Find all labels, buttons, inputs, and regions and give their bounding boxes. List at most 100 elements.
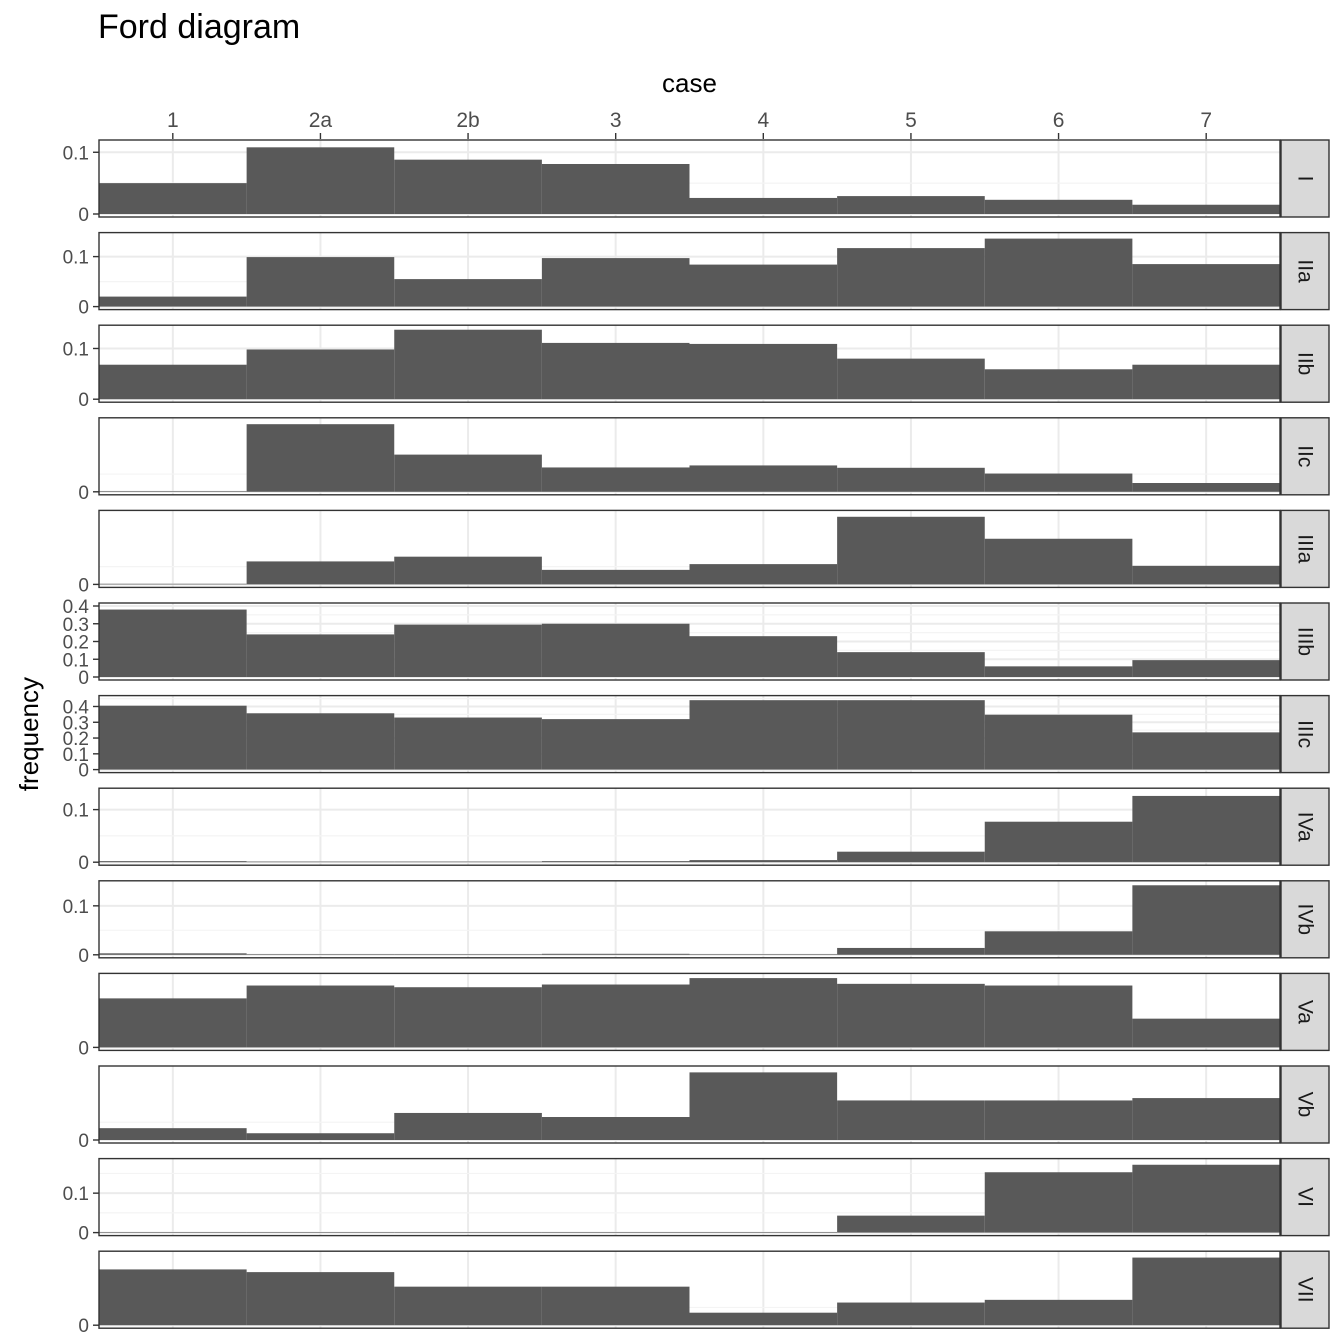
bar-iiib-2b [394,624,542,677]
bar-iva-6 [984,821,1133,863]
bar-vi-4 [689,1232,838,1233]
y-tick-label: 0.1 [63,1184,89,1205]
x-tick-label: 5 [905,109,917,132]
panel-border [98,1250,1281,1329]
facet-panel-iva: 0 0.1 IVa [63,787,1330,874]
facet-panel-vb: 0 Vb [78,1065,1330,1152]
bar-iiib-3 [541,623,690,677]
bar-iia-2a [246,257,395,307]
bar-iiia-2a [246,561,395,585]
bar-iiia-7 [1132,565,1280,585]
bar-iib-4 [689,343,838,400]
bar-iiia-6 [984,538,1133,585]
facet-strip [1280,972,1330,1052]
bar-iiic-1 [99,705,247,770]
facet-strip [1280,1065,1330,1144]
facet-strip-label: IVb [1294,904,1317,936]
bar-ivb-4 [689,954,838,955]
bar-iiib-7 [1132,660,1280,677]
facet-strip-label: VII [1294,1277,1317,1303]
bar-vii-6 [984,1299,1133,1326]
bar-iic-7 [1132,483,1280,492]
bar-i-4 [689,197,838,214]
panel-border [98,1065,1281,1144]
facet-strip [1280,139,1330,218]
facet-strip [1280,417,1330,496]
bar-ivb-5 [837,947,985,955]
chart-title: Ford diagram [98,8,301,46]
y-tick-label: 0.2 [63,729,89,750]
bar-iiib-1 [99,609,247,677]
bar-iic-6 [984,473,1133,492]
y-tick-label: 0.4 [63,597,90,618]
y-tick-label: 0 [78,390,89,411]
bar-vb-5 [837,1100,985,1140]
bar-vi-2a [246,1232,395,1233]
bar-i-2b [394,159,542,214]
bar-iia-7 [1132,264,1280,307]
y-tick-label: 0 [78,761,89,782]
bar-iva-3 [541,861,690,863]
bar-iiib-6 [984,666,1133,677]
facet-strip-label: IIIc [1294,720,1317,748]
facet-panel-vi: 0 0.1 VI [63,1157,1330,1245]
y-tick-label: 0.1 [63,339,89,360]
y-tick-label: 0.3 [63,713,89,734]
facet-strip-label: IIIb [1294,627,1317,656]
facet-strip [1280,1250,1330,1329]
bar-iia-2b [394,279,542,307]
facet-panel-va: 0 Va [78,972,1330,1059]
bar-vb-4 [689,1072,838,1140]
facet-strip [1280,231,1330,311]
bar-vi-7 [1132,1164,1280,1233]
bar-ivb-6 [984,931,1133,955]
y-tick-label: 0.3 [63,615,89,636]
y-tick-label: 0 [78,1316,89,1337]
facet-panel-iic: 0 IIc [78,417,1330,504]
bar-iiic-6 [984,714,1133,770]
bar-iib-7 [1132,364,1280,400]
facet-strip [1280,602,1330,681]
facet-strip [1280,509,1330,589]
bar-iib-1 [99,364,247,400]
bar-iic-2a [246,424,395,492]
y-tick-label: 0.1 [63,143,89,164]
bar-va-2a [246,985,395,1048]
bar-iib-5 [837,358,985,400]
bar-iva-2b [394,861,542,863]
panel-border [98,231,1281,311]
panel-border [98,417,1281,496]
bar-iiia-2b [394,556,542,585]
x-axis-title: case [662,68,717,98]
bar-vii-2b [394,1286,542,1326]
bar-iic-5 [837,467,985,492]
facet-panel-iia: 0 0.1 IIa [63,231,1330,319]
bar-iic-4 [689,465,838,492]
bar-iia-5 [837,248,985,307]
bar-i-3 [541,163,690,214]
facet-panel-iiib: 00.10.20.30.4 IIIb [63,597,1330,689]
facet-strip-label: IIb [1294,352,1317,375]
bar-iia-6 [984,238,1133,307]
facet-strip [1280,1157,1330,1237]
bar-ivb-2a [246,954,395,955]
facet-panel-vii: 0 VII [78,1250,1330,1337]
panel-border [98,139,1281,218]
y-tick-label: 0 [78,483,89,504]
bar-vii-3 [541,1286,690,1326]
y-tick-label: 0.2 [63,633,89,654]
bar-vi-5 [837,1215,985,1233]
facet-strip-label: Va [1294,1000,1317,1024]
y-tick-label: 0 [78,1131,89,1152]
bar-iiic-3 [541,719,690,770]
bar-iiic-5 [837,700,985,770]
bar-iva-5 [837,851,985,863]
x-tick-label: 2b [456,109,479,132]
panel-border [98,1157,1281,1237]
panel-border [98,324,1281,403]
y-tick-label: 0 [78,1038,89,1059]
bar-vi-2b [394,1232,542,1233]
bar-iiic-4 [689,700,838,770]
facet-strip [1280,880,1330,959]
